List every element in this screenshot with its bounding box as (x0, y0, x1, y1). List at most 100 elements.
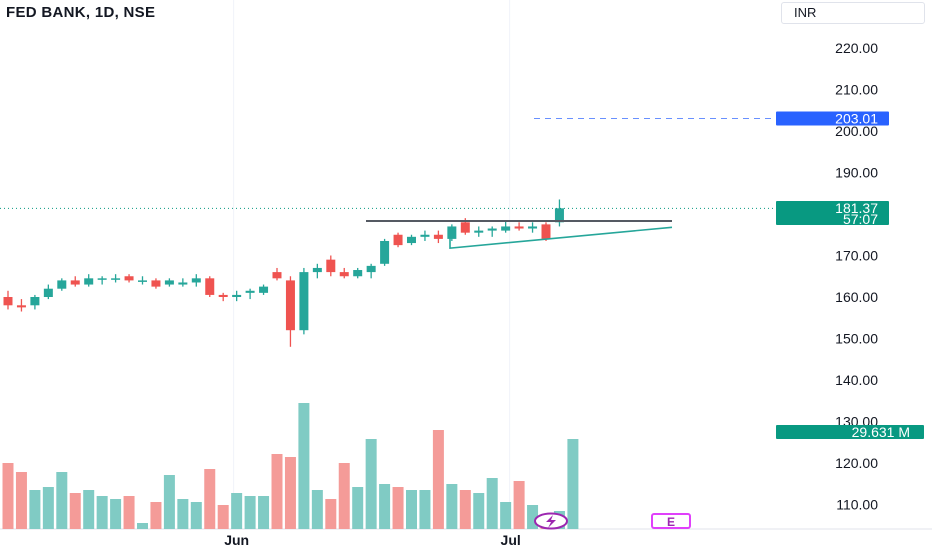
candle-body (393, 234, 403, 246)
volume-bar (459, 490, 471, 529)
volume-bar (83, 490, 95, 529)
price-tick-label[interactable]: 110.00 (836, 497, 878, 513)
volume-bar (190, 502, 202, 529)
candles (3, 199, 564, 347)
volume-bar (567, 439, 579, 529)
candle-body (407, 236, 416, 244)
volume-bar (352, 487, 364, 529)
volume-bar (150, 502, 162, 529)
time-axis[interactable]: Jun Jul (224, 532, 521, 548)
support-trendline[interactable] (449, 226, 673, 250)
volume-bar (298, 403, 310, 529)
candle-body (460, 222, 470, 233)
candle-body (259, 286, 269, 293)
volume-bar (42, 487, 54, 529)
volume-bar (258, 496, 270, 529)
candle-body (232, 294, 242, 297)
target-price-badge-label: 203.01 (835, 111, 878, 127)
dividend-lightning-icon[interactable] (534, 512, 568, 530)
volume-bar (217, 505, 229, 529)
volume-bar (473, 493, 485, 529)
earnings-e-icon[interactable]: E (651, 513, 691, 529)
time-axis-label[interactable]: Jul (501, 532, 521, 548)
candle-body (474, 230, 484, 233)
price-tick-label[interactable]: 190.00 (835, 165, 878, 181)
volume-bar (446, 484, 458, 529)
currency-label: INR (794, 5, 817, 20)
last-price-badge-label: 181.37 (835, 200, 878, 216)
candle-body (3, 297, 13, 306)
volume-bar (56, 472, 68, 529)
last-price-badge (776, 201, 889, 225)
volume-bar (29, 490, 41, 529)
candle-body (299, 272, 309, 331)
volume-bar (379, 484, 391, 529)
price-tick-label[interactable]: 140.00 (835, 372, 878, 388)
price-tick-label[interactable]: 120.00 (835, 455, 878, 471)
volume-bar (231, 493, 243, 529)
volume-bar (110, 499, 122, 529)
currency-selector[interactable]: INR (781, 2, 925, 24)
candle-body (501, 226, 511, 231)
price-tick-label[interactable]: 170.00 (835, 248, 878, 264)
chart-title: FED BANK, 1D, NSE (6, 4, 156, 21)
volume-bar (163, 475, 175, 529)
volume-badge (776, 425, 924, 439)
candle-body (205, 278, 215, 295)
drawings[interactable] (0, 118, 775, 250)
countdown-badge-label: 57:07 (843, 211, 878, 227)
target-price-badge (776, 111, 889, 126)
volume-bar (244, 496, 256, 529)
candle-body (433, 234, 443, 239)
volume-bar (271, 454, 283, 529)
price-tick-label[interactable]: 160.00 (835, 289, 878, 305)
candle-body (30, 297, 40, 306)
volume-bar (527, 505, 539, 529)
volume-bar (96, 496, 108, 529)
candle-body (541, 224, 551, 239)
volume-bar (432, 430, 444, 529)
event-markers[interactable]: E (534, 512, 691, 530)
volume-bar (419, 490, 431, 529)
grid-lines (0, 0, 932, 530)
volume-bar (338, 463, 350, 529)
earnings-marker-label: E (667, 515, 675, 529)
candle-body (178, 282, 188, 285)
candle-body (97, 278, 107, 280)
candle-body (353, 270, 363, 277)
candle-body (554, 208, 564, 223)
lightning-glyph (546, 515, 556, 528)
volume-bar (137, 523, 148, 529)
candle-body (285, 280, 295, 331)
candle-body (111, 278, 121, 280)
time-axis-label[interactable]: Jun (224, 532, 249, 548)
candle-body (447, 226, 457, 239)
candle-body (245, 290, 255, 293)
candle-body (124, 276, 134, 281)
price-tick-label[interactable]: 150.00 (835, 331, 878, 347)
volume-bar (365, 439, 377, 529)
candle-body (420, 234, 430, 237)
volume-bar (2, 463, 14, 529)
candle-body (366, 265, 376, 273)
price-tick-label[interactable]: 200.00 (835, 123, 878, 139)
candle-body (84, 278, 94, 285)
volume-bar (325, 499, 337, 529)
candle-body (70, 280, 80, 285)
volume-bar (406, 490, 417, 529)
volume-bars (2, 403, 579, 529)
volume-bar (513, 481, 525, 529)
candle-body (528, 226, 538, 229)
price-tick-label[interactable]: 220.00 (835, 40, 878, 56)
volume-bar (177, 499, 189, 529)
candle-body (380, 240, 390, 264)
candle-body (326, 259, 336, 273)
candle-body (514, 226, 524, 229)
volume-bar (123, 496, 135, 529)
candle-body (312, 267, 322, 273)
volume-bar (500, 502, 512, 529)
candle-body (151, 280, 161, 287)
price-tick-label[interactable]: 210.00 (835, 82, 878, 98)
earnings-marker-box[interactable] (651, 513, 691, 529)
